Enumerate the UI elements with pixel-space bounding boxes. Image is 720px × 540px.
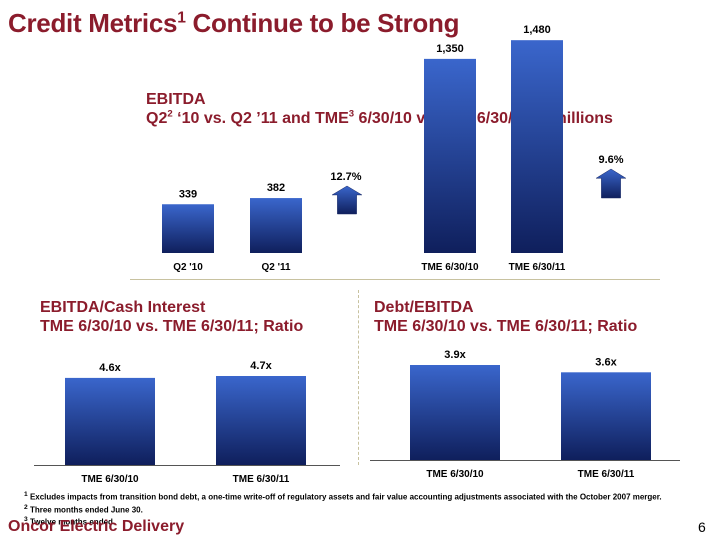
x-tick-label: Q2 '10 — [173, 262, 203, 273]
up-arrow-icon — [595, 168, 627, 199]
footnote-2: 2 Three months ended June 30. — [24, 503, 143, 515]
x-tick-label: TME 6/30/10 — [426, 469, 484, 480]
x-tick-label: TME 6/30/11 — [509, 262, 566, 273]
bar — [511, 40, 563, 253]
change-pct-label: 12.7% — [330, 171, 361, 183]
bar — [250, 198, 302, 253]
up-arrow-icon — [331, 185, 363, 215]
page-title: Credit Metrics1 Continue to be Strong — [8, 8, 460, 38]
footnote-3: 3 Twelve months ended. — [24, 516, 116, 527]
bar — [424, 58, 476, 253]
section-divider — [130, 279, 660, 280]
bar — [162, 204, 214, 253]
x-tick-label: TME 6/30/11 — [578, 469, 635, 480]
x-tick-label: TME 6/30/10 — [421, 262, 479, 273]
x-tick-label: TME 6/30/10 — [81, 474, 139, 485]
page-number: 6 — [698, 519, 706, 535]
debt-ebitda-chart: 3.9x TME 6/30/10 3.6x TME 6/30/11 — [370, 349, 680, 480]
section-divider-vertical — [358, 290, 360, 465]
bar — [65, 377, 155, 465]
company-name: Oncor Electric Delivery — [8, 518, 185, 535]
ebitda-chart: 339 Q2 '10 382 Q2 '11 1,350 TME 6/30/10 1,480 T… — [162, 24, 627, 273]
bar-value-label: 339 — [179, 188, 197, 200]
bar-value-label: 4.7x — [250, 360, 272, 372]
bar-value-label: 4.6x — [99, 362, 121, 374]
bar — [216, 376, 306, 465]
debt-ebitda-chart-title: Debt/EBITDA TME 6/30/10 vs. TME 6/30/11;… — [374, 299, 638, 335]
bar-value-label: 3.9x — [444, 349, 466, 361]
footnotes: 1 Excludes impacts from transition bond … — [24, 490, 662, 528]
bar-value-label: 1,480 — [523, 24, 551, 36]
change-pct-label: 9.6% — [598, 154, 623, 166]
bar-value-label: 3.6x — [595, 356, 617, 368]
bar — [410, 365, 500, 460]
footnote-1: 1 Excludes impacts from transition bond … — [24, 491, 662, 502]
x-tick-label: TME 6/30/11 — [233, 474, 290, 485]
ebitda-cash-interest-chart-title: EBITDA/Cash Interest TME 6/30/10 vs. TME… — [40, 299, 304, 335]
bar — [561, 372, 651, 460]
bar-value-label: 1,350 — [436, 43, 464, 55]
bar-value-label: 382 — [267, 182, 285, 194]
ebitda-cash-interest-chart: 4.6x TME 6/30/10 4.7x TME 6/30/11 — [34, 360, 340, 485]
x-tick-label: Q2 '11 — [261, 262, 291, 273]
